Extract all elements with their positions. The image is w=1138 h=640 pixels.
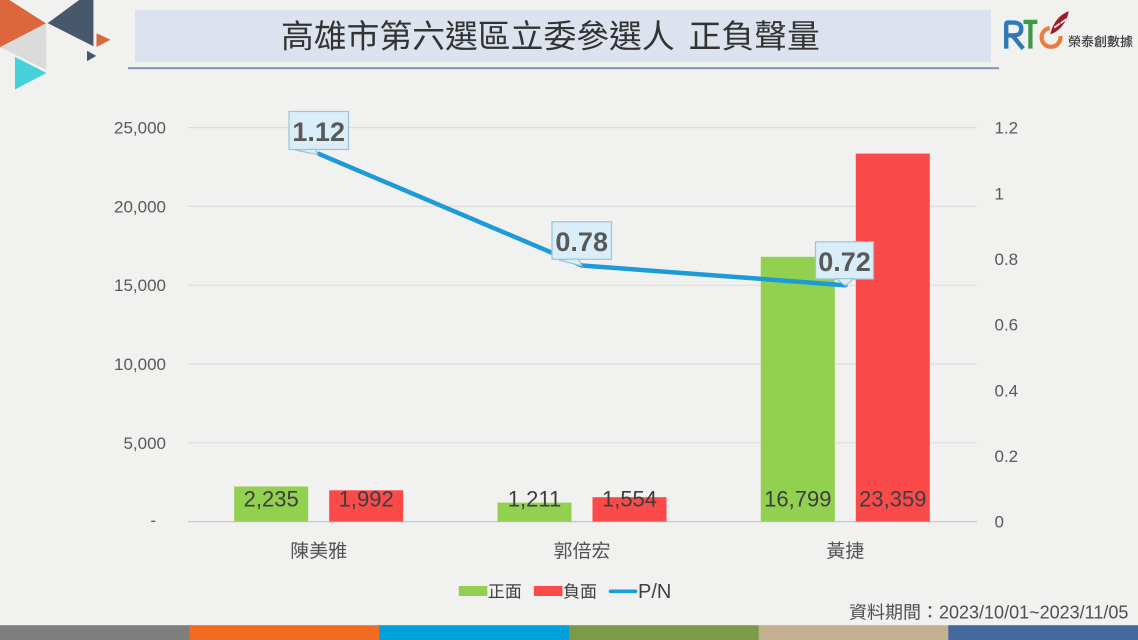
svg-text:15,000: 15,000 <box>114 276 166 295</box>
svg-text:1: 1 <box>995 184 1004 203</box>
svg-text:25,000: 25,000 <box>114 119 166 138</box>
svg-text:1.2: 1.2 <box>995 119 1019 138</box>
svg-text:5,000: 5,000 <box>123 434 166 453</box>
svg-text:2,235: 2,235 <box>244 487 299 512</box>
svg-text:-: - <box>150 511 156 530</box>
svg-text:23,359: 23,359 <box>859 487 926 512</box>
svg-text:0.4: 0.4 <box>995 381 1019 400</box>
svg-text:0.72: 0.72 <box>818 247 871 277</box>
svg-text:P/N: P/N <box>638 581 671 603</box>
svg-text:0: 0 <box>995 513 1004 532</box>
svg-text:0.6: 0.6 <box>995 316 1019 335</box>
svg-text:2023/10/01~2023/11/05: 2023/10/01~2023/11/05 <box>939 603 1128 623</box>
svg-text:0.8: 0.8 <box>995 250 1019 269</box>
svg-text:16,799: 16,799 <box>764 487 831 512</box>
svg-text:0.2: 0.2 <box>995 447 1019 466</box>
svg-text:20,000: 20,000 <box>114 197 166 216</box>
svg-text:0.78: 0.78 <box>555 227 608 257</box>
svg-text:1,554: 1,554 <box>602 487 657 512</box>
svg-text:10,000: 10,000 <box>114 355 166 374</box>
svg-text:1,992: 1,992 <box>339 487 394 512</box>
svg-text:1,211: 1,211 <box>508 487 561 512</box>
svg-text:1.12: 1.12 <box>292 117 345 147</box>
